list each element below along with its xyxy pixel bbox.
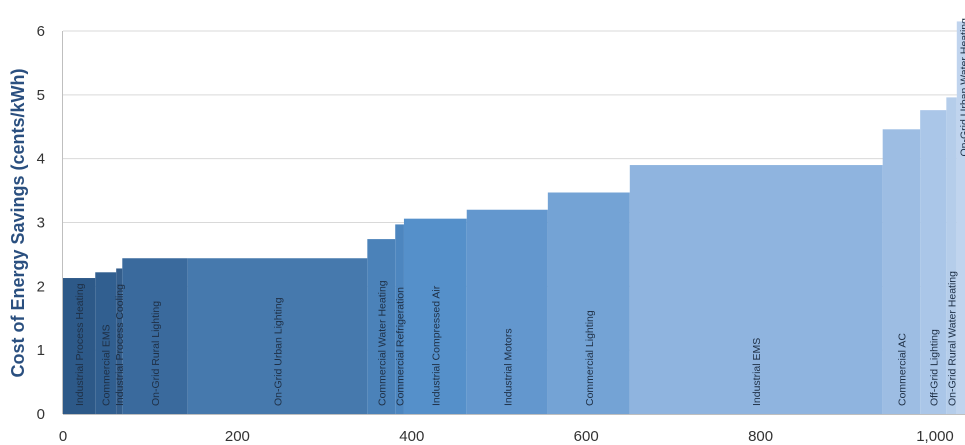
x-tick-labels: 0 200 400 600 800 1,000	[59, 428, 954, 445]
segment-label: Commercial Lighting	[584, 310, 596, 406]
segment-label: Industrial EMS	[751, 338, 763, 406]
segment-label: Industrial Process Heating	[74, 283, 86, 406]
y-tick-label: 5	[37, 87, 45, 104]
bar-segment	[395, 224, 404, 414]
y-tick-labels: 0 1 2 3 4 5 6	[37, 23, 45, 423]
y-tick-label: 3	[37, 215, 45, 232]
segment-label: On-Grid Urban Water Heating	[958, 18, 965, 157]
bar-segment	[116, 268, 123, 414]
y-axis-title: Cost of Energy Savings (cents/kWh)	[8, 68, 28, 377]
y-tick-label: 1	[37, 342, 45, 359]
segment-label: Industrial Compressed Air	[430, 285, 442, 406]
x-tick-label: 800	[748, 428, 773, 445]
bar-segment	[63, 278, 96, 414]
bars	[63, 21, 965, 415]
bar-segment	[95, 272, 117, 414]
bar-segment	[122, 258, 188, 414]
y-tick-label: 4	[37, 151, 45, 168]
segment-label: On-Grid Rural Water Heating	[947, 271, 959, 406]
y-tick-label: 6	[37, 23, 45, 40]
bar-segment	[367, 239, 396, 414]
bar-segment	[629, 165, 883, 414]
bar-segment	[403, 218, 467, 414]
y-tick-label: 2	[37, 278, 45, 295]
x-tick-label: 600	[574, 428, 599, 445]
segment-label: On-Grid Urban Lighting	[273, 297, 285, 406]
bar-segment	[946, 97, 957, 415]
y-tick-label: 0	[37, 406, 45, 423]
bar-segment	[882, 129, 921, 414]
x-tick-label: 0	[59, 428, 67, 445]
bar-segment	[187, 258, 368, 414]
bar-segment	[466, 209, 548, 414]
x-tick-label: 200	[225, 428, 250, 445]
segment-label: Commercial EMS	[101, 324, 113, 406]
segment-label: Commercial Refrigeration	[395, 287, 407, 406]
segment-labels: Industrial Process Heating Commercial EMS…	[74, 18, 965, 406]
bar-segment	[920, 110, 947, 415]
segment-label: Off-Grid Lighting	[928, 329, 940, 406]
bar-segment	[547, 192, 630, 414]
bar-segment	[956, 21, 965, 415]
axes	[62, 31, 965, 415]
segment-label: Commercial Water Heating	[376, 280, 388, 406]
x-tick-label: 1,000	[916, 428, 954, 445]
segment-label: Industrial Motors	[502, 328, 514, 406]
x-tick-label: 400	[399, 428, 424, 445]
segment-label: Industrial Process Cooling	[114, 284, 126, 406]
segment-label: On-Grid Rural Lighting	[150, 301, 162, 406]
segment-label: Commercial AC	[896, 333, 908, 406]
